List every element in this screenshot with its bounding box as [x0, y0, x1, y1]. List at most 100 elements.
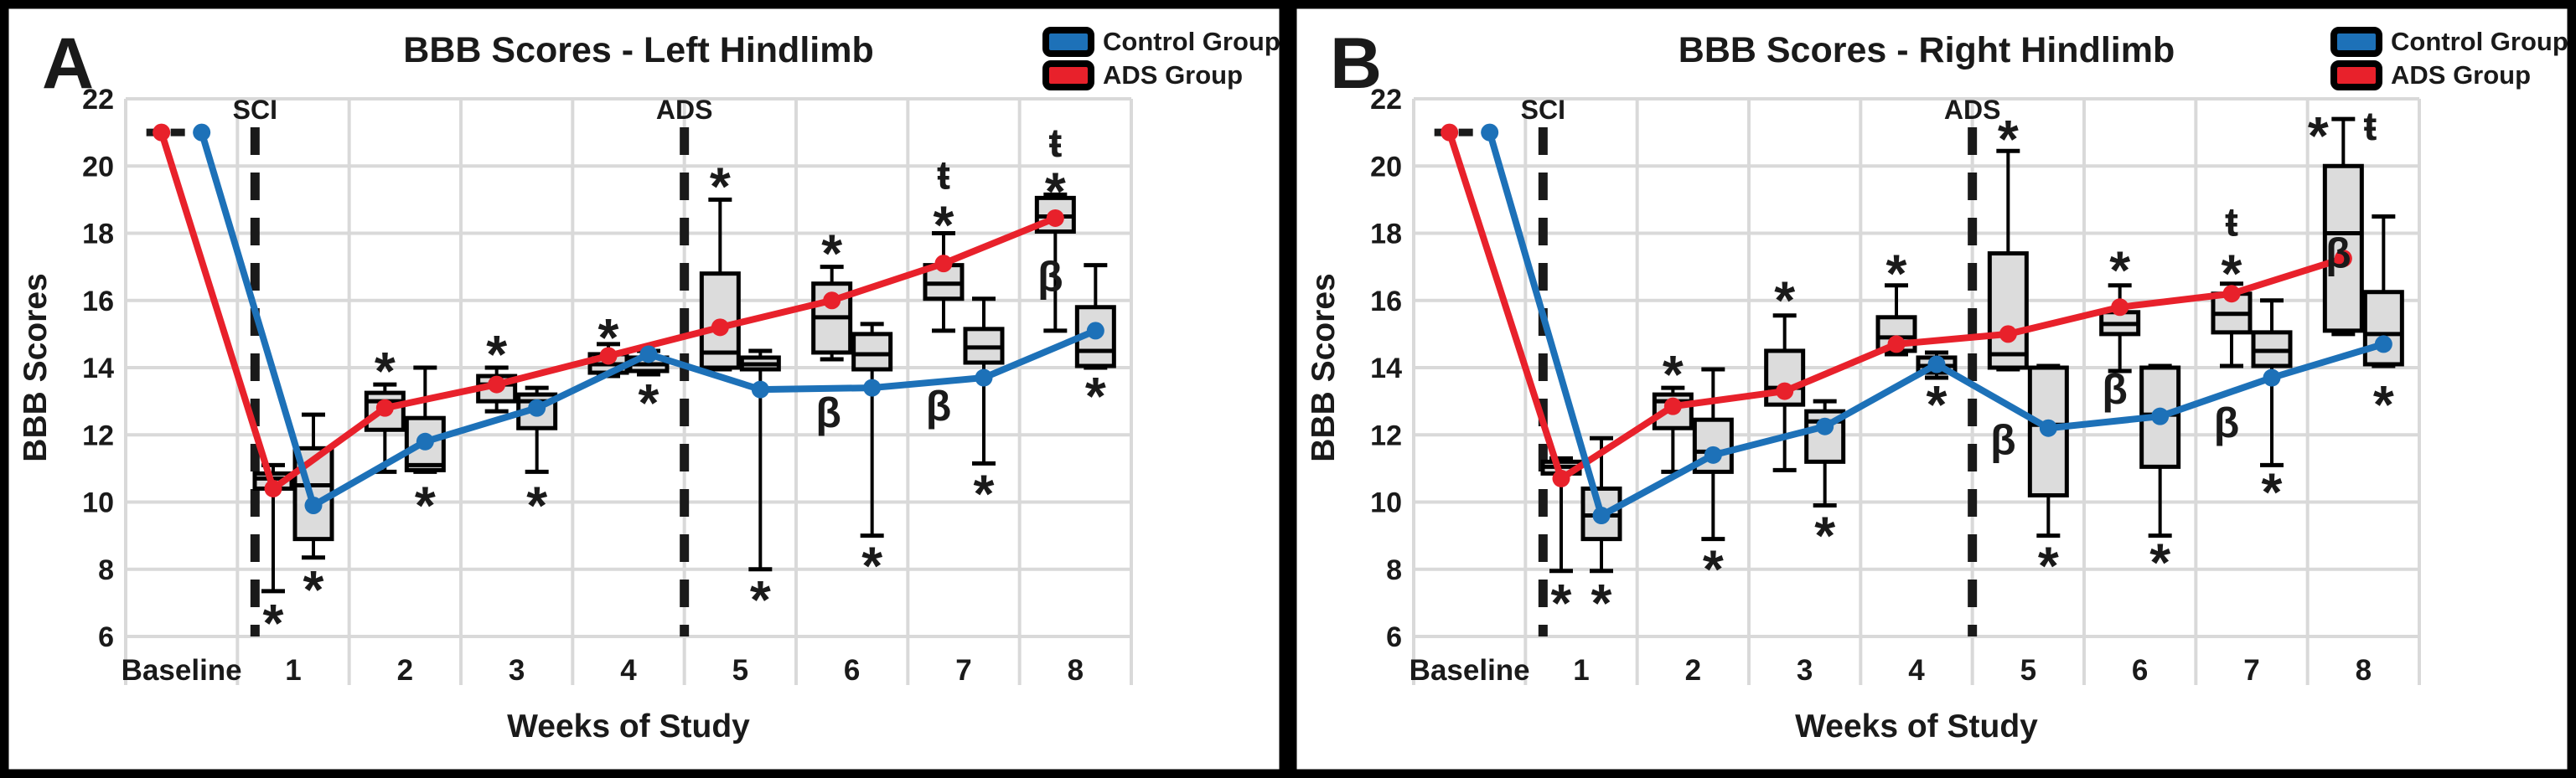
panel-left-hindlimb: A BBB Scores - Left Hindlimb Control Group…	[0, 0, 1288, 778]
panel-border	[0, 0, 1288, 778]
x-tick-label: 3	[1797, 654, 1813, 687]
sig-asterisk-control-week-4: *	[639, 373, 660, 433]
sig-beta-control-week-6: β	[2102, 366, 2128, 413]
mean-dot-ads-8	[1046, 209, 1064, 227]
box-ads-week-5	[1987, 251, 2029, 370]
sig-beta-control-week-5: β	[1990, 416, 2016, 463]
mean-dot-ads-3	[488, 375, 506, 394]
sig-tstroke-ads-week-7: ŧ	[937, 153, 950, 198]
mean-dot-ads-6	[823, 291, 841, 310]
mean-dot-ads-8	[2334, 250, 2352, 268]
event-label-sci: SCI	[233, 95, 277, 125]
panel-letter: B	[1330, 23, 1382, 104]
mean-dot-ads-4	[599, 347, 618, 365]
x-tick-label: 8	[1068, 654, 1084, 687]
sig-asterisk-control-week-1: *	[303, 559, 324, 620]
mean-dot-ads-Baseline	[1441, 123, 1459, 142]
mean-dot-control-4	[1927, 355, 1946, 374]
x-axis-label: Weeks of Study	[1795, 708, 2038, 745]
y-tick-label: 12	[1370, 420, 1402, 451]
x-tick-label: Baseline	[1410, 654, 1530, 687]
sig-asterisk-control-week-4: *	[1927, 374, 1948, 435]
y-tick-label: 8	[98, 554, 114, 586]
x-tick-label: 5	[732, 654, 748, 687]
x-tick-label: 4	[620, 654, 637, 687]
sig-asterisk-ads-week-1: *	[263, 593, 284, 653]
mean-dot-control-7	[975, 368, 993, 387]
y-tick-label: 8	[1386, 554, 1402, 586]
sig-asterisk-control-week-2: *	[1703, 539, 1724, 600]
x-tick-label: 1	[285, 654, 301, 687]
y-tick-label: 6	[98, 621, 114, 653]
sig-beta-control-week-6: β	[815, 389, 841, 436]
sig-asterisk-control-week-6: *	[2149, 533, 2170, 593]
mean-dot-control-Baseline	[193, 123, 211, 142]
box-ads-week-8	[2322, 163, 2364, 333]
mean-dot-ads-Baseline	[153, 123, 171, 142]
mean-dot-ads-3	[1776, 382, 1794, 400]
legend-swatch-ads	[2330, 60, 2382, 90]
sig-asterisk-ads-week-8: *	[2308, 106, 2329, 166]
x-tick-label: 8	[2356, 654, 2372, 687]
sig-tstroke-ads-week-8: ŧ	[1048, 121, 1062, 166]
sig-beta-control-week-8: β	[2325, 230, 2351, 277]
mean-dot-control-1	[304, 497, 323, 515]
legend-label-control: Control Group	[2391, 27, 2568, 56]
y-tick-label: 18	[82, 219, 114, 250]
y-tick-label: 10	[1370, 487, 1402, 519]
panel-border	[1288, 0, 2576, 778]
gridlines	[1412, 97, 2421, 685]
sig-asterisk-ads-week-4: *	[1886, 244, 1907, 304]
y-tick-label: 16	[1370, 286, 1402, 317]
mean-dot-ads-1	[1552, 469, 1570, 487]
sig-asterisk-ads-week-1: *	[1551, 573, 1572, 633]
y-tick-label: 22	[1370, 84, 1402, 116]
mean-dot-control-1	[1592, 507, 1611, 525]
y-tick-label: 18	[1370, 219, 1402, 250]
mean-dot-ads-7	[934, 255, 953, 273]
series-control	[193, 123, 1104, 515]
sig-tstroke-ads-week-7: ŧ	[2225, 200, 2238, 245]
legend-swatch-control	[1042, 27, 1094, 57]
mean-dot-ads-1	[264, 479, 282, 497]
y-tick-label: 14	[82, 353, 114, 384]
sig-asterisk-control-week-5: *	[750, 569, 771, 630]
sig-asterisk-ads-week-8: *	[1045, 161, 1066, 221]
mean-dot-control-Baseline	[1481, 123, 1499, 142]
sig-asterisk-control-week-3: *	[1814, 506, 1835, 566]
sig-asterisk-control-week-3: *	[526, 475, 547, 535]
sig-asterisk-control-week-8: *	[2373, 374, 2394, 435]
x-tick-label: 7	[2243, 654, 2259, 687]
mean-dot-ads-2	[375, 399, 394, 417]
event-label-ads: ADS	[1944, 95, 2001, 125]
legend-swatch-ads	[1042, 60, 1094, 90]
x-tick-label: 5	[2020, 654, 2036, 687]
sig-asterisk-control-week-2: *	[415, 475, 436, 535]
sig-asterisk-ads-week-2: *	[375, 341, 396, 401]
mean-dot-control-3	[1816, 417, 1834, 435]
sig-asterisk-ads-week-6: *	[821, 224, 842, 284]
mean-dot-control-8	[1086, 322, 1104, 340]
y-tick-label: 12	[82, 420, 114, 451]
mean-dot-ads-6	[2111, 298, 2129, 317]
x-tick-label: Baseline	[122, 654, 242, 687]
sig-asterisk-control-week-5: *	[2038, 536, 2059, 596]
mean-dot-ads-4	[1887, 335, 1906, 353]
x-tick-label: 3	[509, 654, 525, 687]
legend: Control Group ADS Group	[1042, 27, 1280, 90]
x-tick-label: 6	[844, 654, 860, 687]
gridlines	[124, 97, 1133, 685]
sig-beta-control-week-7: β	[926, 383, 952, 430]
sig-asterisk-control-week-8: *	[1085, 366, 1106, 426]
legend-label-ads: ADS Group	[2391, 60, 2531, 90]
mean-dot-control-8	[2374, 335, 2392, 353]
sig-asterisk-ads-week-7: *	[934, 194, 954, 255]
sig-asterisk-control-week-7: *	[2262, 461, 2283, 522]
panel-letter: A	[42, 23, 94, 104]
mean-dot-control-5	[2039, 419, 2057, 437]
series-control	[1481, 123, 2392, 525]
y-tick-label: 6	[1386, 621, 1402, 653]
sig-asterisk-ads-week-5: *	[710, 156, 731, 216]
event-label-sci: SCI	[1521, 95, 1565, 125]
